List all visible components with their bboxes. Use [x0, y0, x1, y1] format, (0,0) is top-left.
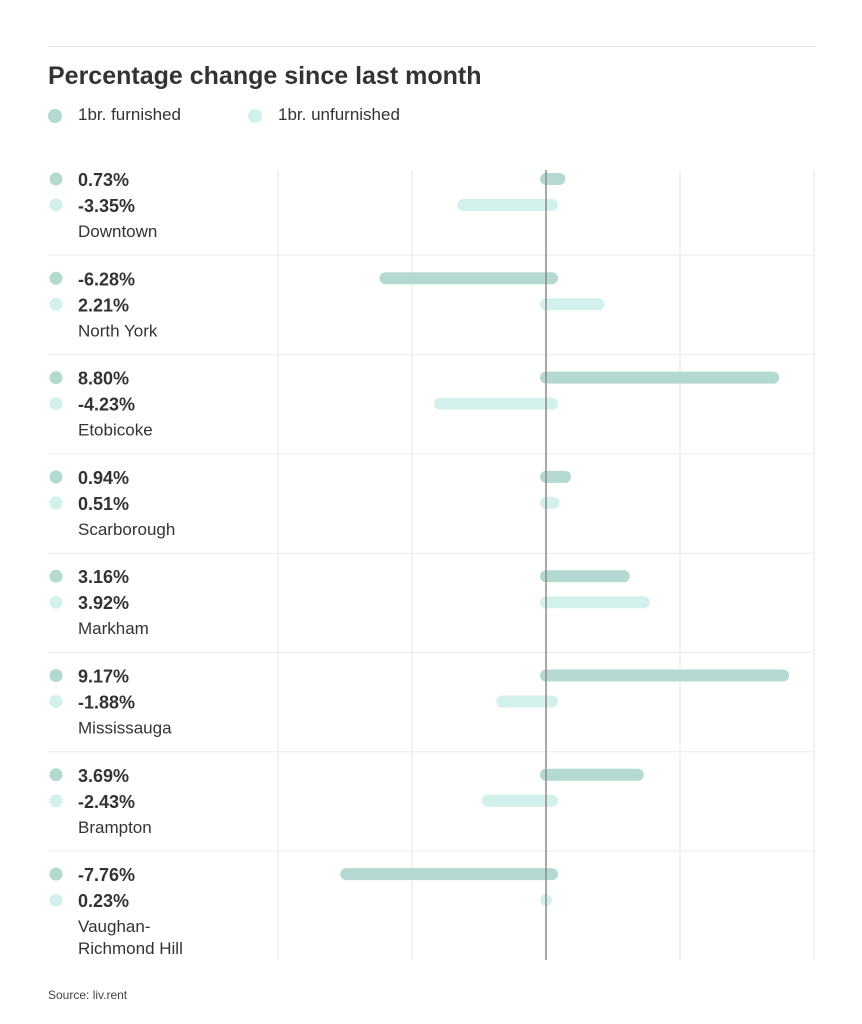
- bar-row-2-s1: [433, 397, 558, 410]
- legend-dot-row-4-s0: [49, 569, 63, 583]
- value-label-row-7-s0: -7.76%: [78, 865, 135, 885]
- category-label-row-3: Scarborough: [78, 520, 175, 539]
- value-label-row-6-s0: 3.69%: [78, 766, 129, 786]
- legend-dot-row-6-s0: [49, 768, 63, 782]
- value-label-row-1-s1: 2.21%: [78, 295, 129, 315]
- legend-dot-row-1-s0: [49, 271, 63, 285]
- legend-dot-row-7-s0: [49, 867, 63, 881]
- bar-row-2-s0: [540, 371, 780, 384]
- bar-row-1-s0: [379, 272, 558, 285]
- legend-dot-row-4-s1: [49, 595, 63, 609]
- legend-dot-row-2-s0: [49, 371, 63, 385]
- value-label-row-2-s1: -4.23%: [78, 395, 135, 415]
- value-label-row-5-s0: 9.17%: [78, 667, 129, 687]
- value-label-row-4-s1: 3.92%: [78, 593, 129, 613]
- bar-row-4-s1: [540, 596, 650, 609]
- category-label-row-5: Mississauga: [78, 719, 172, 738]
- legend-dot-row-0-s0: [49, 172, 63, 186]
- legend-dot-row-3-s0: [49, 470, 63, 484]
- value-label-row-2-s0: 8.80%: [78, 369, 129, 389]
- bar-row-3-s1: [540, 496, 560, 509]
- legend-dot-row-5-s1: [49, 695, 63, 708]
- category-label-row-1: North York: [78, 321, 158, 340]
- value-label-row-0-s1: -3.35%: [78, 196, 135, 216]
- bar-row-3-s0: [540, 470, 571, 483]
- category-label-row-7-line2: Richmond Hill: [78, 939, 183, 958]
- source-note: Source: liv.rent: [48, 988, 128, 1002]
- top-divider: [48, 46, 816, 47]
- bar-row-4-s0: [540, 570, 630, 583]
- value-label-row-1-s0: -6.28%: [78, 269, 135, 289]
- bar-row-1-s1: [540, 298, 605, 311]
- legend-dot-row-3-s1: [49, 496, 63, 510]
- legend-dot-row-2-s1: [49, 397, 63, 411]
- value-label-row-3-s0: 0.94%: [78, 468, 129, 488]
- category-label-row-7: Vaughan-: [78, 917, 150, 936]
- legend-label-unfurnished: 1br. unfurnished: [278, 105, 400, 124]
- bar-row-6-s0: [540, 768, 644, 781]
- legend-dot-unfurnished: [248, 109, 262, 123]
- bar-row-6-s1: [481, 794, 558, 807]
- legend-dot-row-6-s1: [49, 794, 63, 808]
- bar-row-5-s0: [540, 669, 790, 682]
- legend-dot-row-5-s0: [49, 669, 63, 682]
- legend-dot-row-1-s1: [49, 297, 63, 311]
- value-label-row-7-s1: 0.23%: [78, 891, 129, 911]
- category-label-row-0: Downtown: [78, 222, 157, 241]
- legend-dot-row-0-s1: [49, 198, 63, 212]
- legend-dot-row-7-s1: [49, 893, 63, 907]
- value-label-row-6-s1: -2.43%: [78, 792, 135, 812]
- chart-title: Percentage change since last month: [48, 62, 482, 90]
- bar-row-0-s0: [540, 173, 566, 185]
- category-label-row-2: Etobicoke: [78, 421, 153, 440]
- legend-label-furnished: 1br. furnished: [78, 105, 182, 124]
- value-label-row-0-s0: 0.73%: [78, 170, 129, 190]
- value-label-row-4-s0: 3.16%: [78, 567, 129, 587]
- value-label-row-5-s1: -1.88%: [78, 693, 135, 713]
- bar-row-7-s0: [340, 868, 558, 881]
- category-label-row-4: Markham: [78, 619, 149, 638]
- value-label-row-3-s1: 0.51%: [78, 494, 129, 514]
- bar-row-0-s1: [457, 199, 558, 211]
- legend-dot-furnished: [48, 109, 62, 123]
- bar-row-5-s1: [496, 695, 558, 708]
- category-label-row-6: Brampton: [78, 818, 152, 837]
